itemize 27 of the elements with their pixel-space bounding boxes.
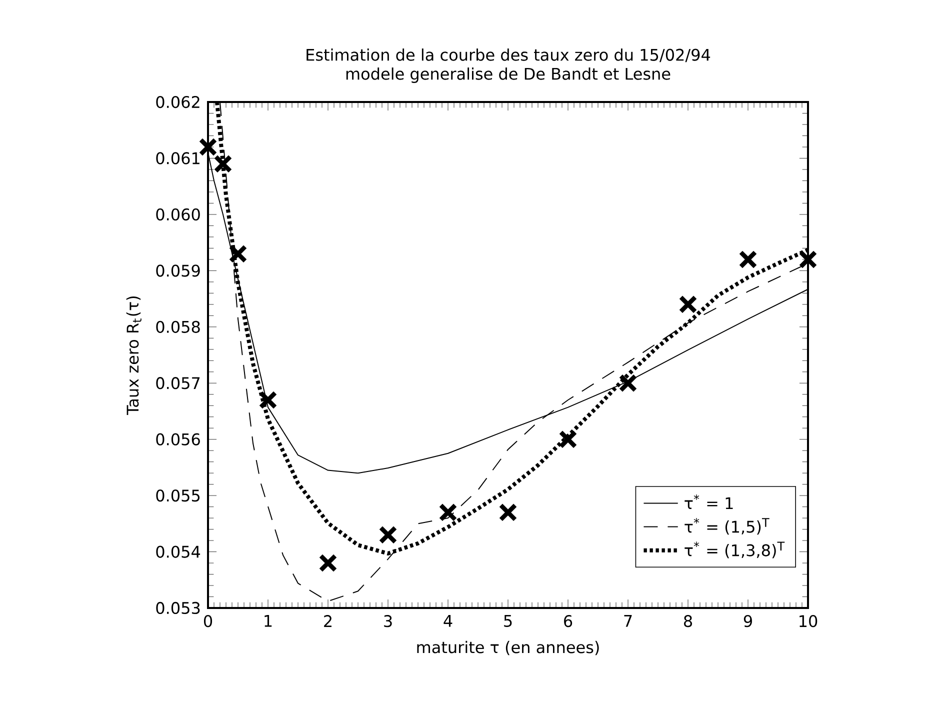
x-axis-title: maturite τ (en annees): [417, 640, 599, 656]
chart-title: Estimation de la courbe des taux zero du 15/02/94 modele generalise de De Bandt et Lesne: [306, 48, 710, 83]
x-tick-label: 3: [384, 615, 392, 628]
x-tick-label: 1: [264, 615, 272, 627]
x-tick-label: 4: [444, 615, 452, 627]
y-tick-label: 0.056: [156, 433, 200, 446]
x-tick-label: 0: [204, 615, 212, 628]
x-tick-label: 6: [564, 615, 572, 628]
y-tick-label: 0.057: [156, 377, 200, 390]
x-tick-label: 10: [800, 615, 818, 628]
legend-label: τ$^{*}$ = 1: [684, 494, 733, 510]
x-tick-label: 8: [684, 615, 692, 628]
y-tick-label: 0.060: [156, 208, 200, 221]
y-tick-label: 0.054: [156, 546, 200, 558]
y-tick-label: 0.061: [156, 152, 200, 164]
y-tick-label: 0.053: [156, 602, 200, 614]
x-tick-label: 7: [624, 615, 632, 627]
y-tick-label: 0.062: [156, 96, 200, 108]
y-tick-label: 0.055: [156, 490, 200, 502]
x-tick-label: 9: [744, 615, 752, 628]
legend-label: τ$^{*}$ = (1,3,8)$^{T}$: [684, 542, 785, 558]
legend-label: τ$^{*}$ = (1,5)$^{T}$: [684, 518, 770, 535]
y-tick-label: 0.058: [156, 320, 200, 333]
x-tick-label: 5: [504, 615, 512, 627]
y-tick-label: 0.059: [156, 264, 200, 277]
y-axis-title: Taux zero R$_{t}$(τ): [126, 296, 142, 415]
x-tick-label: 2: [324, 615, 332, 627]
